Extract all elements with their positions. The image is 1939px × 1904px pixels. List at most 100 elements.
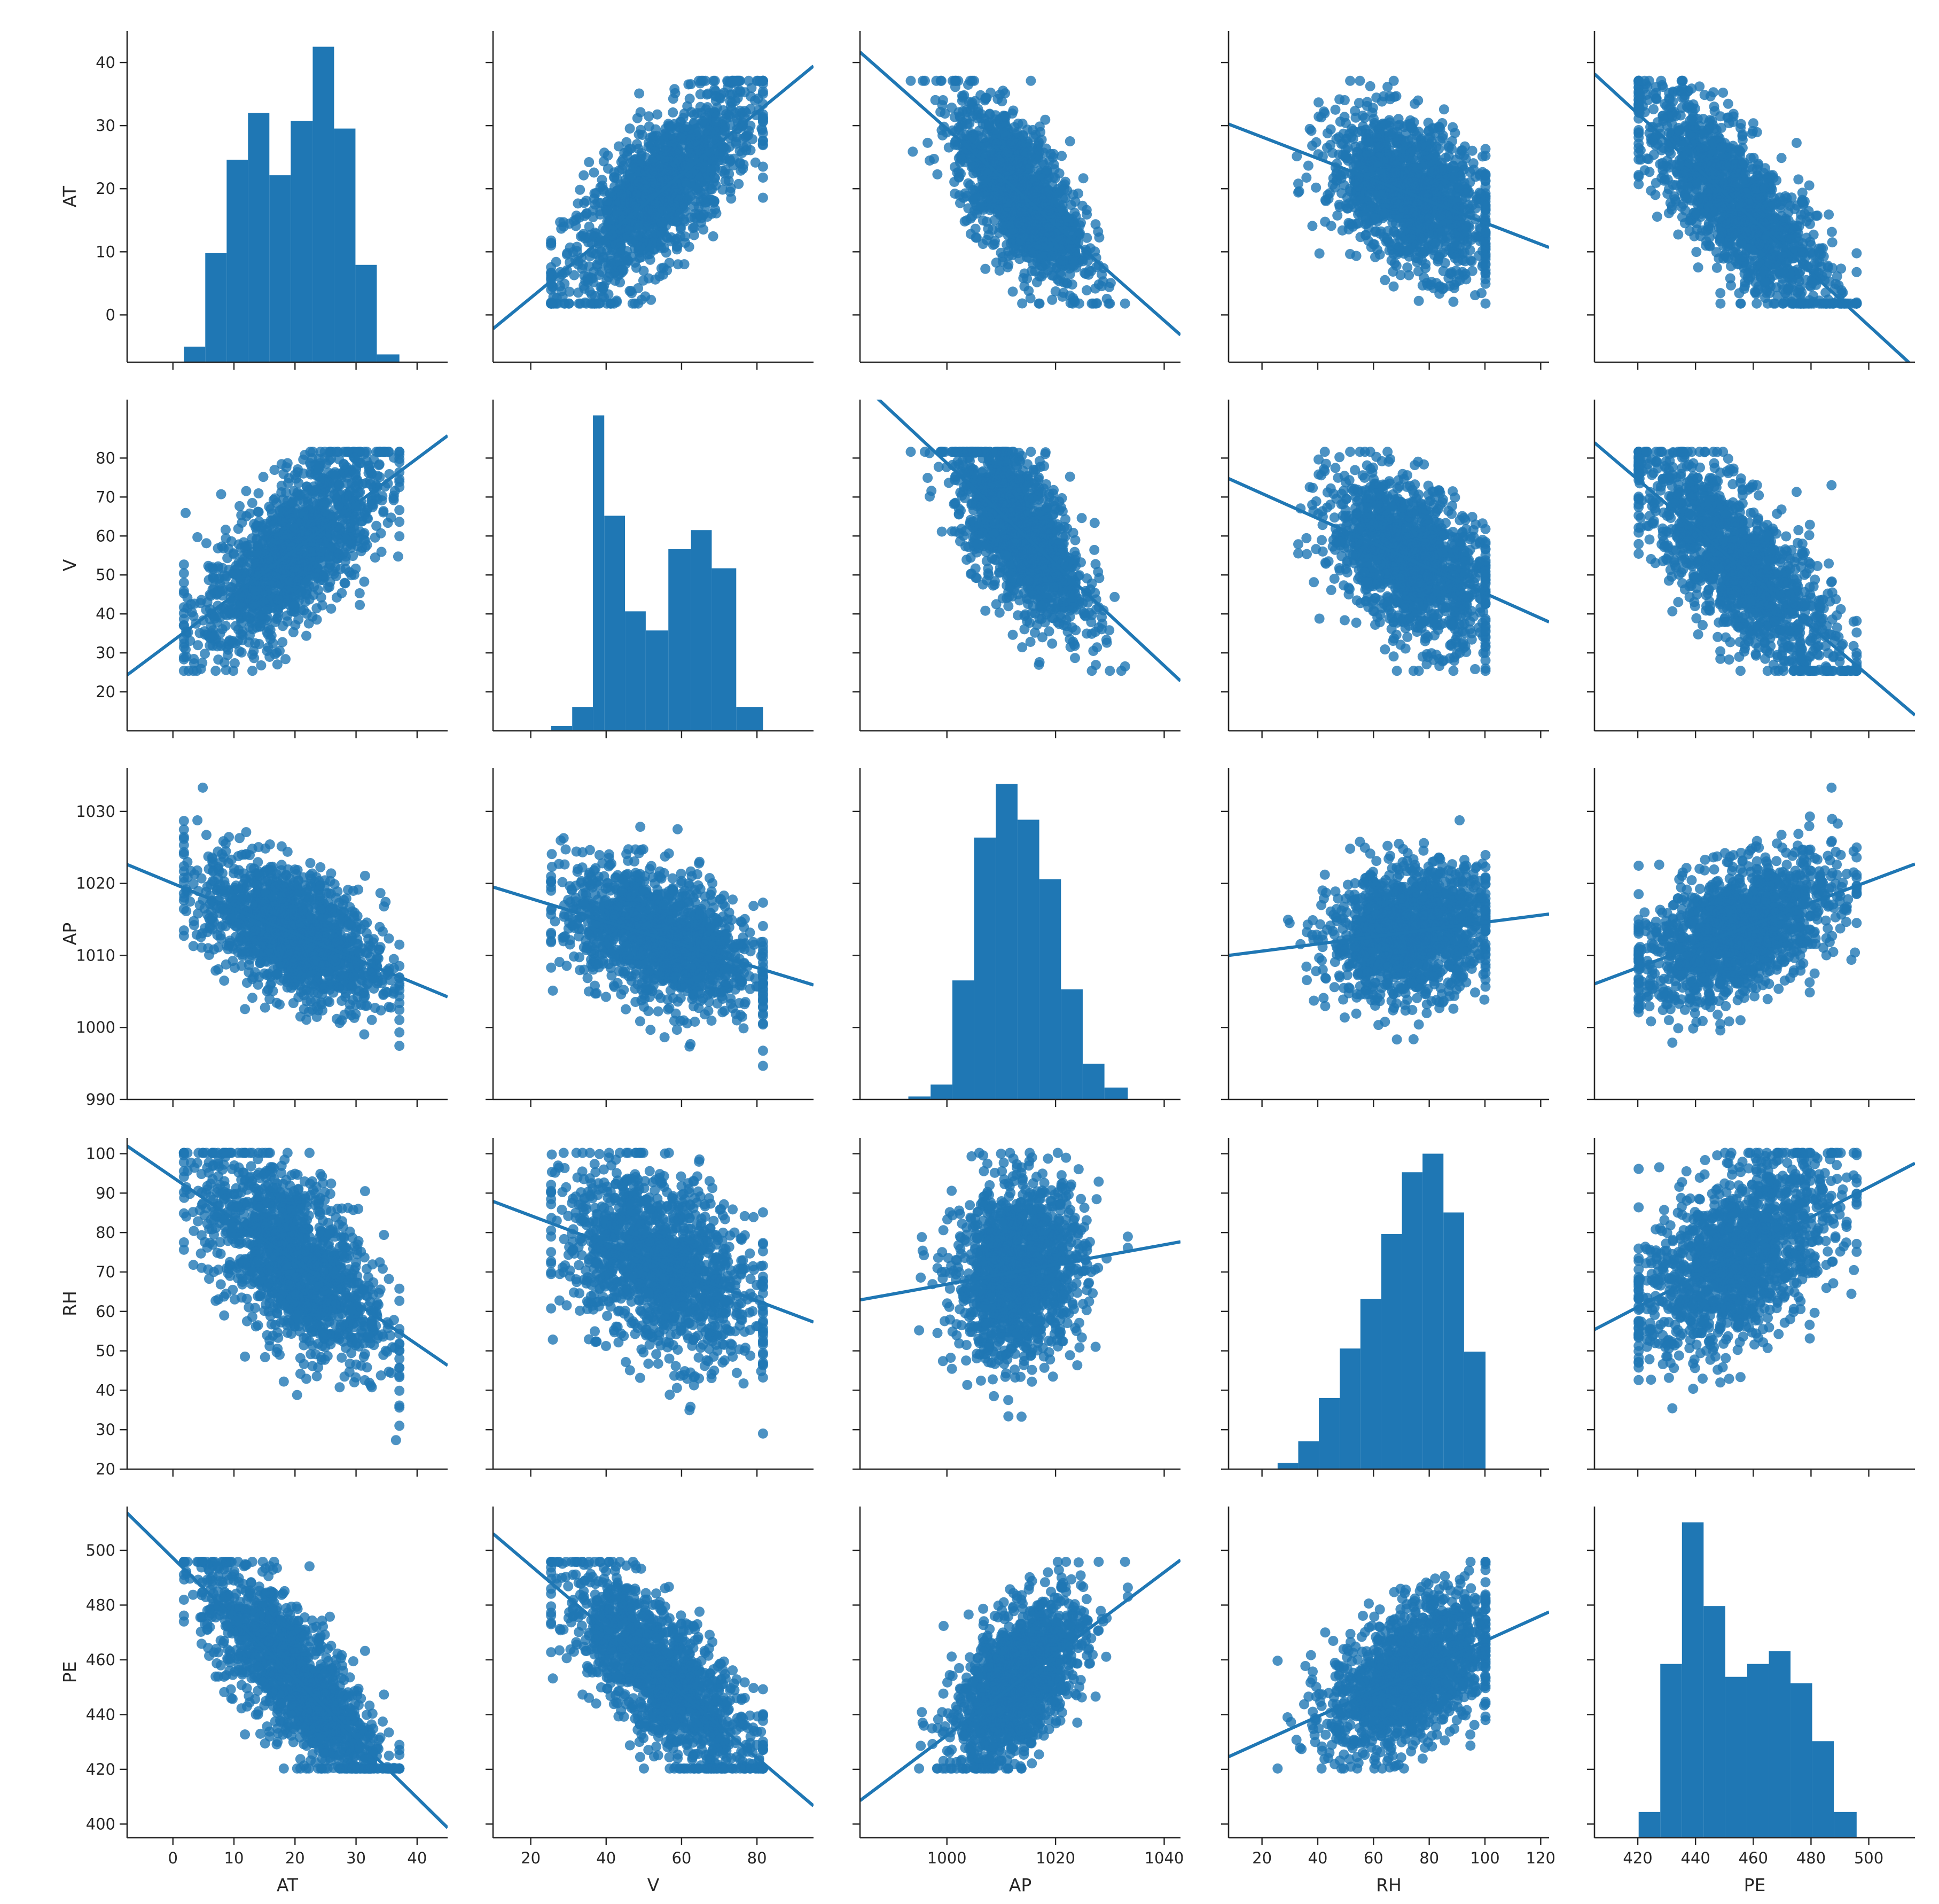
hist-bar-AT-7 — [334, 128, 356, 362]
scatter-point — [1380, 118, 1391, 129]
scatter-point — [1045, 222, 1055, 232]
scatter-point — [703, 125, 714, 136]
scatter-point — [1446, 267, 1457, 278]
scatter-point — [949, 75, 960, 86]
scatter-point — [646, 294, 656, 305]
scatter-point — [701, 192, 712, 203]
scatter-point — [981, 92, 992, 103]
scatter-point — [1031, 240, 1042, 251]
scatter-point — [642, 221, 652, 232]
scatter-point — [620, 191, 630, 202]
scatter-point — [663, 196, 674, 206]
scatter-point — [685, 79, 696, 90]
scatter-point — [597, 175, 607, 185]
scatter-point — [1035, 127, 1046, 137]
scatter-point — [617, 164, 628, 174]
scatter-point — [1003, 259, 1014, 270]
scatter-point — [976, 201, 987, 212]
scatter-point — [1480, 176, 1491, 186]
scatter-point — [1467, 145, 1477, 156]
scatter-point — [733, 178, 744, 189]
scatter-point — [721, 144, 731, 154]
scatter-point — [1342, 203, 1352, 214]
scatter-point — [967, 75, 978, 86]
panel-AT-vs-AP — [853, 31, 1180, 370]
scatter-point — [1748, 118, 1758, 129]
y-tick-label: 30 — [96, 116, 115, 135]
scatter-point — [1008, 174, 1019, 184]
scatter-point — [731, 138, 741, 149]
y-tick-label: 0 — [106, 306, 115, 324]
scatter-point — [1061, 278, 1072, 288]
scatter-point — [631, 262, 642, 273]
scatter-point — [710, 134, 720, 145]
scatter-point — [1357, 210, 1367, 221]
scatter-point — [1041, 168, 1052, 178]
scatter-point — [1313, 97, 1324, 108]
scatter-point — [1457, 160, 1468, 170]
scatter-point — [1007, 108, 1018, 119]
scatter-point — [1050, 286, 1061, 296]
scatter-point — [632, 231, 643, 241]
scatter-point — [1293, 178, 1303, 189]
scatter-point — [1025, 293, 1036, 303]
y-tick-label: 10 — [96, 243, 115, 261]
scatter-point — [1454, 231, 1465, 242]
scatter-point — [725, 186, 736, 197]
scatter-point — [757, 75, 768, 86]
scatter-point — [1034, 298, 1044, 309]
scatter-point — [983, 120, 994, 131]
hist-bar-AT-5 — [291, 121, 313, 362]
scatter-point — [583, 277, 593, 287]
scatter-point — [1385, 94, 1396, 105]
y-tick-label: 20 — [96, 180, 115, 198]
scatter-point — [1082, 209, 1092, 220]
scatter-point — [686, 131, 697, 142]
scatter-point — [695, 102, 706, 112]
scatter-point — [1090, 246, 1100, 257]
scatter-point — [969, 133, 980, 144]
scatter-point — [1316, 112, 1327, 123]
scatter-point — [635, 241, 646, 252]
scatter-point — [1314, 248, 1325, 259]
scatter-point — [634, 156, 644, 167]
scatter-point — [1369, 213, 1379, 223]
scatter-point — [1042, 186, 1053, 197]
scatter-point — [1335, 170, 1346, 181]
scatter-point — [648, 153, 659, 163]
scatter-point — [741, 141, 752, 152]
scatter-point — [546, 238, 557, 248]
scatter-point — [1307, 221, 1318, 231]
scatter-point — [615, 179, 626, 190]
scatter-point — [658, 262, 669, 273]
scatter-point — [634, 253, 645, 263]
scatter-point — [724, 154, 735, 165]
scatter-point — [965, 213, 976, 224]
scatter-point — [594, 298, 605, 309]
scatter-point — [720, 176, 731, 186]
scatter-point — [613, 141, 624, 152]
scatter-point — [1351, 251, 1362, 261]
scatter-point — [1010, 192, 1021, 202]
scatter-point — [685, 191, 696, 201]
scatter-point — [989, 191, 1000, 201]
scatter-point — [1480, 260, 1491, 270]
scatter-point — [1040, 114, 1051, 125]
panel-AT-vs-PE — [1587, 31, 1915, 370]
scatter-point — [1043, 205, 1054, 216]
scatter-point — [680, 177, 691, 188]
scatter-point — [1413, 295, 1424, 306]
scatter-point — [950, 189, 960, 199]
scatter-point — [1396, 161, 1407, 171]
scatter-point — [599, 147, 609, 158]
scatter-point — [1372, 131, 1382, 142]
hist-bar-AT-0 — [184, 346, 206, 362]
scatter-point — [1338, 150, 1348, 160]
scatter-point — [993, 204, 1004, 215]
scatter-point — [638, 275, 648, 286]
scatter-point — [668, 107, 678, 118]
scatter-point — [1362, 150, 1372, 161]
scatter-point — [757, 173, 768, 183]
scatter-point — [1433, 254, 1443, 264]
scatter-point — [1065, 298, 1076, 308]
